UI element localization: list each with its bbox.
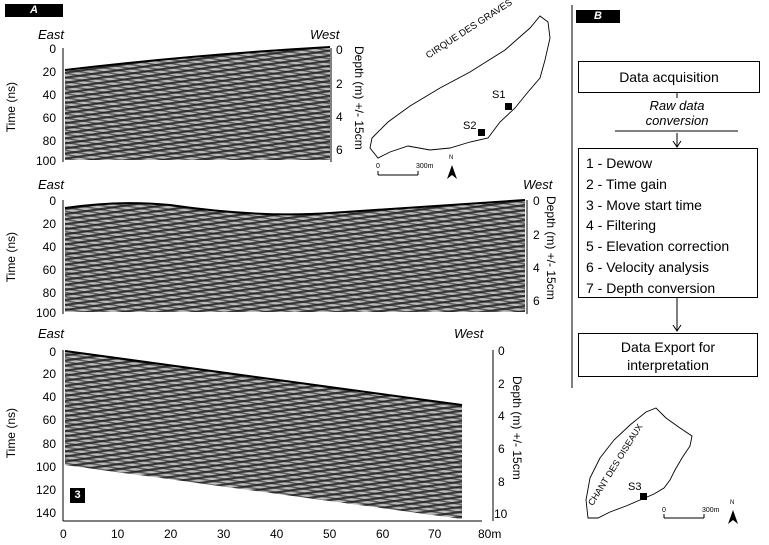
- map-cirque-scale-start: 0: [376, 163, 380, 170]
- site-s1-marker: [505, 103, 512, 110]
- map-chant-north-arrow: [728, 510, 738, 524]
- map-chant-outline: [585, 407, 693, 519]
- p2-depth-tick: 0: [533, 194, 540, 208]
- p3-time-tick: 140: [35, 506, 56, 520]
- processing-step: 3 - Move start time: [586, 196, 702, 213]
- site-s1-label: S1: [492, 89, 506, 101]
- x-tick: 20: [164, 527, 178, 541]
- profile-1-radargram-texture: [65, 47, 330, 160]
- flow-data-export-box: Data Export for interpretation: [578, 333, 758, 377]
- flow-data-acquisition-box: Data acquisition: [578, 61, 760, 93]
- site-s2-label: S2: [463, 120, 477, 132]
- profile-1-surface-line: [64, 46, 331, 71]
- p1-time-tick: 60: [42, 111, 56, 125]
- p1-time-tick: 40: [42, 88, 56, 102]
- p2-depth-tick: 2: [533, 228, 540, 242]
- flow-data-export-line1: Data Export for: [620, 339, 716, 355]
- p3-time-tick: 80: [42, 437, 56, 451]
- profile-1-east-label: East: [38, 27, 65, 42]
- p3-time-tick: 20: [42, 367, 56, 381]
- p3-time-tick: 0: [49, 345, 56, 359]
- profile-2-surface-line: [64, 199, 526, 216]
- p3-time-tick: 100: [35, 460, 56, 474]
- p1-time-tick: 0: [49, 42, 56, 56]
- processing-step: 5 - Elevation correction: [586, 238, 730, 255]
- site-s3-marker: [640, 493, 647, 500]
- x-tick: 80m: [478, 527, 502, 541]
- profile-2-west-label: West: [523, 177, 553, 192]
- map-cirque-scale-end: 300m: [416, 163, 434, 170]
- flow-conversion-line2: conversion: [645, 113, 709, 128]
- p1-time-tick: 80: [42, 134, 56, 148]
- p3-depth-tick: 10: [494, 507, 508, 521]
- p1-depth-tick: 4: [336, 110, 343, 124]
- profile-1-west-label: West: [310, 27, 340, 42]
- x-tick: 0: [60, 527, 67, 541]
- processing-step: 1 - Dewow: [586, 155, 653, 171]
- map-chant-scale-start: 0: [662, 507, 666, 514]
- map-cirque-north-arrow: [447, 165, 457, 179]
- site-s3-label: S3: [628, 481, 642, 493]
- map-cirque-north-label: N: [449, 155, 454, 161]
- p2-time-tick: 60: [42, 263, 56, 277]
- x-tick: 60: [376, 527, 390, 541]
- x-tick: 40: [270, 527, 284, 541]
- map-chant-scale-end: 300m: [702, 507, 720, 514]
- p1-depth-tick: 6: [336, 143, 343, 157]
- p3-time-tick: 40: [42, 390, 56, 404]
- p3-depth-tick: 0: [498, 344, 505, 358]
- p3-depth-tick: 4: [498, 409, 505, 423]
- profile-3-number: 3: [70, 488, 85, 503]
- panel-b-tag: B: [576, 10, 620, 23]
- p2-time-tick: 100: [35, 306, 56, 320]
- p3-time-tick: 60: [42, 413, 56, 427]
- p2-depth-tick: 4: [533, 261, 540, 275]
- flow-conversion-label: Raw data conversion: [615, 98, 739, 128]
- p2-depth-tick: 6: [533, 294, 540, 308]
- p2-time-tick: 0: [49, 194, 56, 208]
- p2-time-tick: 20: [42, 217, 56, 231]
- p3-depth-tick: 8: [498, 475, 505, 489]
- map-chant-north-label: N: [730, 500, 735, 506]
- profile-3-depth-axis-label: Depth (m) +/- 15cm: [510, 376, 524, 480]
- profile-2-east-label: East: [38, 177, 65, 192]
- x-tick: 30: [217, 527, 231, 541]
- profile-3-east-label: East: [38, 326, 65, 341]
- processing-step: 4 - Filtering: [586, 217, 657, 234]
- profile-3-west-label: West: [454, 326, 484, 341]
- profile-2-radargram-texture: [65, 200, 525, 312]
- p2-time-tick: 80: [42, 286, 56, 300]
- panel-a-tag: A: [5, 4, 63, 17]
- p3-time-tick: 120: [35, 483, 56, 497]
- p3-depth-tick: 2: [498, 377, 505, 391]
- profile-2-depth-axis-label: Depth (m) +/- 15cm: [544, 196, 558, 300]
- p1-time-tick: 20: [42, 65, 56, 79]
- p1-depth-tick: 0: [336, 43, 343, 57]
- processing-step: 7 - Depth conversion: [586, 279, 716, 296]
- flow-data-acquisition-text: Data acquisition: [619, 69, 719, 85]
- x-tick: 50: [323, 527, 337, 541]
- profile-1-depth-axis-label: Depth (m) +/- 15cm: [352, 46, 366, 150]
- p1-time-tick: 100: [35, 154, 56, 168]
- flow-processing-steps-box: 1 - Dewow 2 - Time gain 3 - Move start t…: [578, 148, 758, 298]
- flow-data-export-line2: interpretation: [627, 357, 709, 373]
- site-s2-marker: [478, 129, 485, 136]
- p2-time-tick: 40: [42, 240, 56, 254]
- x-tick: 10: [111, 527, 125, 541]
- map-cirque-outline: [369, 15, 551, 159]
- processing-step: 2 - Time gain: [586, 175, 667, 192]
- profile-3-radargram-texture: [65, 351, 462, 519]
- x-tick: 70: [428, 527, 442, 541]
- flow-conversion-line1: Raw data: [649, 98, 705, 113]
- p3-depth-tick: 6: [498, 442, 505, 456]
- processing-step: 6 - Velocity analysis: [586, 258, 709, 275]
- profile-3-surface-line: [64, 350, 463, 406]
- p1-depth-tick: 2: [336, 77, 343, 91]
